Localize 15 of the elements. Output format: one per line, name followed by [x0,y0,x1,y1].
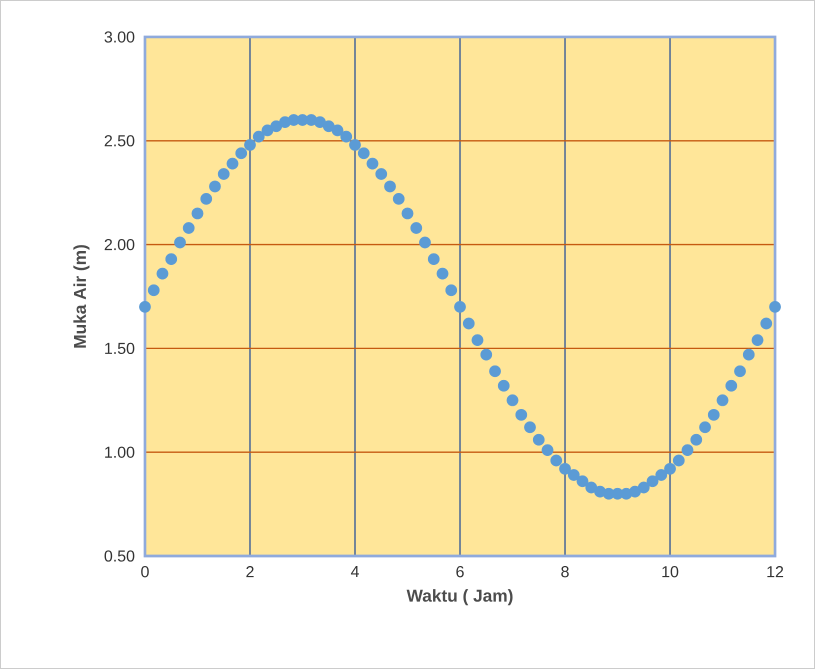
x-axis-title: Waktu ( Jam) [406,589,513,606]
y-axis-title: Muka Air (m) [73,245,90,348]
y-tick-label: 2.00 [104,238,134,250]
x-tick-label: 4 [350,566,359,578]
x-tick-label: 12 [767,566,784,578]
y-tick-label: 1.00 [105,446,134,458]
x-tick-label: 6 [456,566,464,578]
x-tick-label: 8 [561,566,569,578]
y-tick-label: 1.50 [105,342,134,354]
x-tick-label: 2 [246,566,254,578]
x-tick-label: 0 [141,566,149,578]
y-tick-label: 3.00 [104,31,134,43]
y-tick-label: 0.50 [104,550,134,562]
x-tick-label: 10 [662,566,678,578]
y-tick-label: 2.50 [104,135,134,146]
